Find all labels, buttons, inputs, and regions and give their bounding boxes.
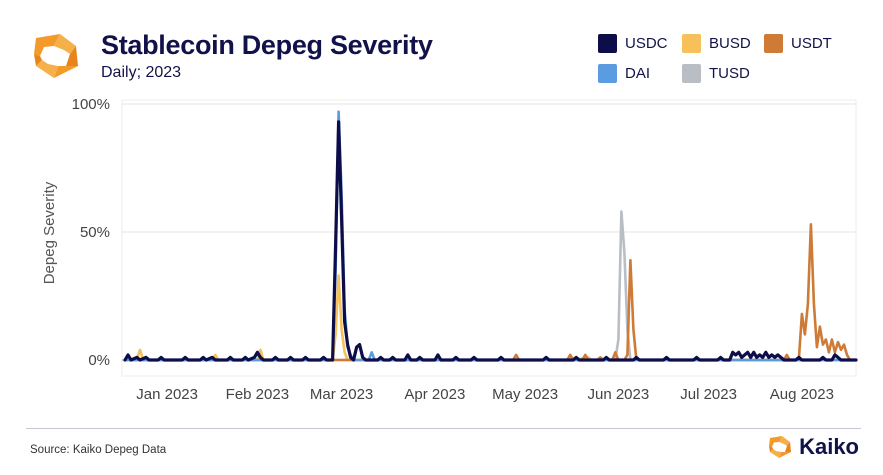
- x-tick-label: Jul 2023: [680, 386, 737, 403]
- y-axis-label: Depeg Severity: [41, 181, 58, 284]
- brand-name: Kaiko: [799, 434, 859, 459]
- legend-label-usdc: USDC: [625, 35, 668, 52]
- legend-item-busd: BUSD: [682, 34, 751, 53]
- legend-item-dai: DAI: [598, 64, 650, 83]
- x-tick-label: Mar 2023: [310, 386, 373, 403]
- x-tick-label: Aug 2023: [770, 386, 834, 403]
- plot-area: [121, 99, 857, 377]
- x-tick-label: May 2023: [492, 386, 558, 403]
- series-line-tusd: [123, 210, 858, 362]
- series-line-usdc: [123, 120, 858, 362]
- kaiko-logo: [34, 34, 78, 78]
- y-axis: 0% 50% 100%: [72, 96, 110, 369]
- depeg-line-chart: 0% 50% 100% Jan 2023 Feb 2023 Mar 2023 Apr 20…: [41, 96, 858, 403]
- x-axis: Jan 2023 Feb 2023 Mar 2023 Apr 2023 May 2023…: [136, 386, 834, 403]
- legend-item-usdc: USDC: [598, 34, 668, 53]
- footer-brand: Kaiko: [767, 434, 859, 460]
- chart-subtitle: Daily; 2023: [101, 64, 182, 81]
- y-tick-label: 0%: [88, 352, 110, 369]
- legend-item-tusd: TUSD: [682, 64, 750, 83]
- footer-divider: [26, 428, 861, 429]
- legend-label-dai: DAI: [625, 65, 651, 82]
- x-tick-label: Apr 2023: [404, 386, 465, 403]
- series-line-busd: [123, 274, 858, 362]
- legend-swatch-busd: [682, 34, 701, 53]
- legend-item-usdt: USDT: [764, 34, 832, 53]
- chart-title: Stablecoin Depeg Severity: [101, 30, 433, 60]
- kaiko-small-logo-icon: [769, 436, 792, 458]
- legend-swatch-usdc: [598, 34, 617, 53]
- series-line-usdt: [123, 223, 858, 362]
- legend-swatch-usdt: [764, 34, 783, 53]
- x-tick-label: Feb 2023: [226, 386, 289, 403]
- chart-series: [123, 110, 858, 362]
- legend-label-tusd: TUSD: [709, 65, 750, 82]
- x-tick-label: Jun 2023: [587, 386, 649, 403]
- y-tick-label: 100%: [72, 96, 110, 113]
- chart-gridlines: [121, 99, 857, 377]
- legend-label-usdt: USDT: [791, 35, 832, 52]
- y-tick-label: 50%: [80, 224, 110, 241]
- legend-swatch-tusd: [682, 64, 701, 83]
- legend-label-busd: BUSD: [709, 35, 751, 52]
- x-tick-label: Jan 2023: [136, 386, 198, 403]
- source-note: Source: Kaiko Depeg Data: [30, 444, 167, 456]
- legend-swatch-dai: [598, 64, 617, 83]
- series-line-dai: [123, 110, 858, 362]
